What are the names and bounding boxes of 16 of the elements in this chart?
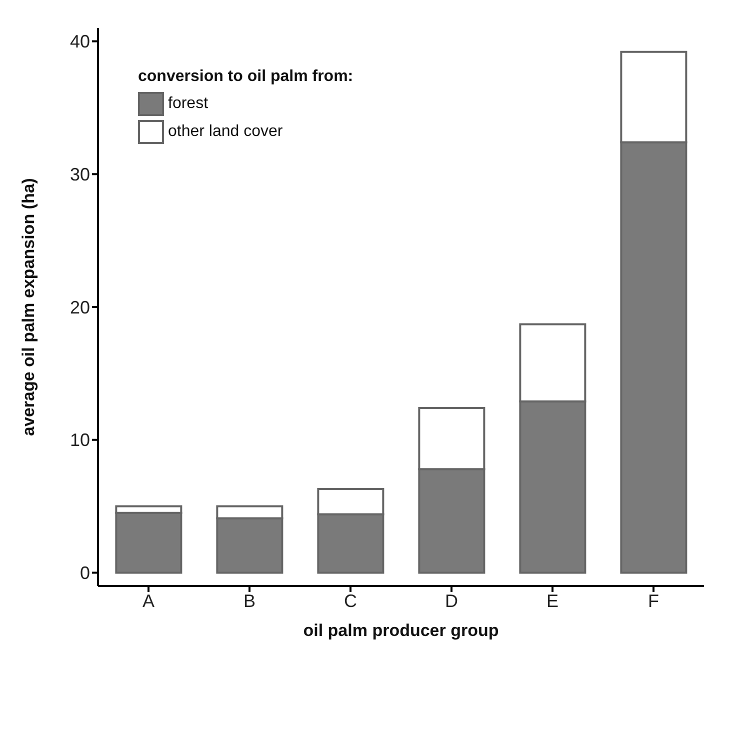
x-tick-label: F [648,590,659,611]
y-tick-label: 30 [70,164,90,185]
y-tick-label: 40 [70,32,90,52]
x-tick-label: D [445,590,458,611]
x-tick-label: E [546,590,559,611]
y-axis-title: average oil palm expansion (ha) [19,178,38,436]
y-tick-label: 0 [80,563,90,584]
x-tick-label: A [142,590,155,611]
legend-title: conversion to oil palm from: [138,68,354,86]
y-tick-label: 10 [70,430,90,450]
y-tick-label: 20 [70,297,90,318]
x-axis-title: oil palm producer group [303,621,499,640]
legend-label: forest [168,95,208,113]
x-tick-label: B [243,590,256,611]
legend-label: other land cover [168,123,283,141]
x-tick-label: C [344,590,357,611]
